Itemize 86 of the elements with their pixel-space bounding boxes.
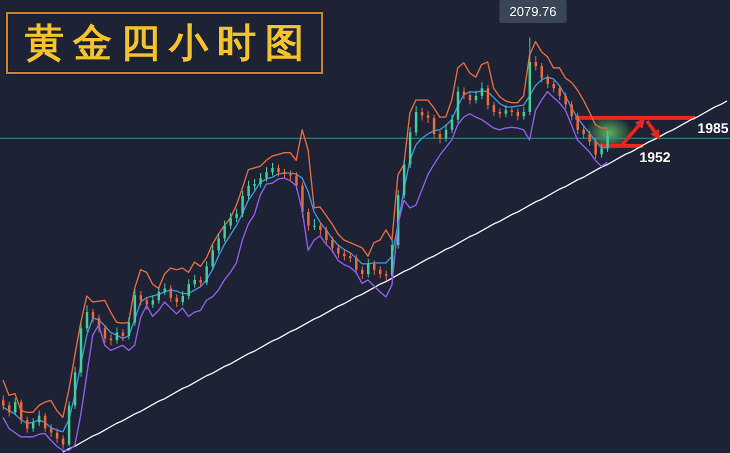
candlestick (116, 326, 118, 344)
candlestick (444, 124, 448, 142)
candlestick (164, 282, 166, 296)
candlestick (534, 55, 538, 71)
candlestick (128, 316, 130, 340)
candlestick (522, 106, 526, 120)
candlestick (600, 142, 603, 158)
candlestick (558, 84, 561, 101)
candlestick (176, 294, 178, 308)
candlestick (462, 86, 466, 100)
candlestick (516, 108, 520, 121)
candlestick (241, 190, 244, 218)
candlestick (199, 276, 202, 288)
candlestick (170, 284, 172, 302)
candlestick (247, 180, 250, 200)
candlestick (140, 290, 142, 306)
candlestick (361, 266, 364, 280)
candlestick (277, 164, 280, 177)
candlestick (331, 236, 334, 254)
candlestick (223, 220, 226, 242)
candlestick (337, 244, 340, 258)
candlestick (187, 278, 190, 300)
candlestick (372, 260, 376, 276)
candlestick (552, 80, 555, 93)
candlestick (355, 254, 358, 275)
candlestick (152, 294, 154, 308)
candlestick (420, 107, 424, 121)
annotation: 2079.76 (510, 4, 556, 20)
candlestick (104, 324, 106, 344)
candlestick (319, 222, 322, 236)
candlestick (146, 296, 148, 310)
candlestick (426, 110, 430, 124)
candlestick (588, 130, 591, 146)
candlestick (378, 266, 382, 279)
text: 黄金四小时图 (25, 20, 313, 66)
ref-line-label: 1985 (697, 120, 729, 136)
candlestick (217, 232, 220, 254)
candlestick (450, 114, 454, 134)
candlestick (313, 218, 316, 230)
candlestick (235, 208, 238, 223)
candlestick (468, 91, 472, 105)
candlestick (62, 434, 64, 450)
candlestick (486, 84, 490, 110)
candlestick (594, 138, 597, 160)
candlestick (14, 397, 16, 416)
candlestick (193, 274, 196, 288)
candlestick (158, 286, 160, 304)
ref-line-label: 1952 (639, 148, 671, 165)
candlestick (86, 304, 88, 332)
candlestick (271, 162, 274, 176)
candlestick (38, 410, 40, 426)
candlestick (564, 92, 567, 110)
candlestick (349, 251, 352, 263)
candlestick (50, 424, 52, 438)
candlestick (492, 101, 496, 117)
candlestick (44, 412, 46, 432)
candlestick (92, 308, 94, 323)
candlestick (367, 258, 370, 278)
candlestick (474, 90, 478, 104)
candlestick (56, 428, 58, 444)
candlestick (259, 172, 262, 188)
candlestick (122, 328, 124, 342)
candlestick (438, 130, 442, 144)
candlestick (570, 100, 573, 121)
candlestick (253, 178, 256, 191)
candlestick (307, 208, 310, 232)
candlestick (480, 82, 484, 100)
candlestick (283, 168, 286, 179)
candlestick (576, 112, 579, 135)
candlestick (546, 74, 550, 89)
candlestick (343, 248, 346, 261)
candlestick (540, 62, 544, 83)
candlestick (325, 226, 328, 245)
candlestick (32, 418, 34, 432)
candlestick (8, 402, 10, 418)
candlestick (582, 125, 585, 139)
candlestick (229, 212, 232, 230)
candlestick (205, 260, 208, 286)
candlestick (182, 290, 184, 306)
candlestick (211, 244, 214, 270)
candlestick (26, 416, 28, 434)
candlestick (432, 114, 436, 139)
candlestick (606, 130, 609, 152)
candlestick (2, 394, 4, 410)
candlestick (265, 166, 268, 182)
candlestick (414, 106, 418, 136)
